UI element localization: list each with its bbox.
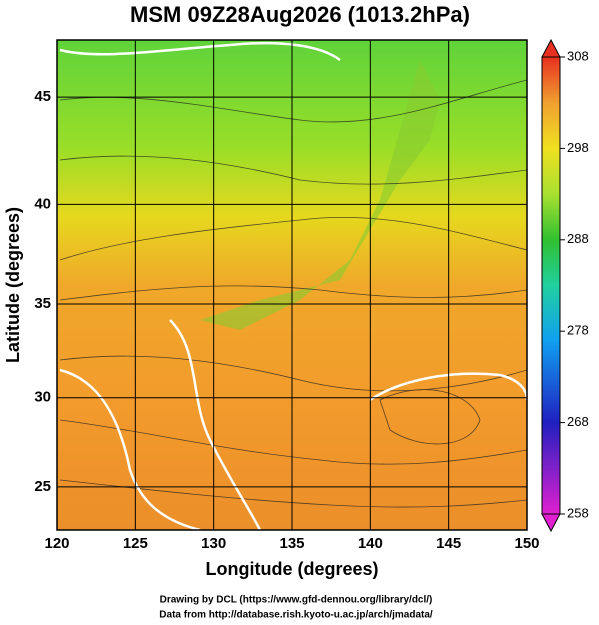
colorbar-tick-label: 268 — [567, 414, 589, 429]
y-tick-label: 45 — [34, 88, 51, 105]
colorbar-max-arrow — [541, 38, 561, 58]
x-tick-label: 140 — [358, 535, 383, 552]
x-tick-label: 145 — [436, 535, 461, 552]
x-tick-label: 150 — [514, 535, 539, 552]
y-tick-label: 40 — [34, 195, 51, 212]
colorbar-min-arrow — [541, 513, 561, 533]
x-tick-label: 135 — [279, 535, 304, 552]
colorbar-tick-label: 298 — [567, 140, 589, 155]
y-axis-label: Latitude (degrees) — [3, 207, 23, 363]
x-tick-label: 125 — [123, 535, 148, 552]
colorbar — [541, 56, 561, 515]
credit-line: Data from http://database.rish.kyoto-u.a… — [159, 610, 433, 621]
x-axis-label: Longitude (degrees) — [205, 559, 378, 579]
credit-line: Drawing by DCL (https://www.gfd-dennou.o… — [160, 595, 433, 606]
y-tick-label: 25 — [34, 478, 51, 495]
colorbar-tick-label: 308 — [567, 48, 589, 63]
y-tick-label: 30 — [34, 389, 51, 406]
map-title: MSM 09Z28Aug2026 (1013.2hPa) — [130, 2, 470, 27]
colorbar-tick-label: 278 — [567, 323, 589, 338]
colorbar-tick-label: 288 — [567, 231, 589, 246]
x-tick-label: 120 — [44, 535, 69, 552]
y-tick-label: 35 — [34, 295, 51, 312]
x-tick-label: 130 — [201, 535, 226, 552]
map-frame — [56, 39, 528, 531]
colorbar-tick-label: 258 — [567, 505, 589, 520]
